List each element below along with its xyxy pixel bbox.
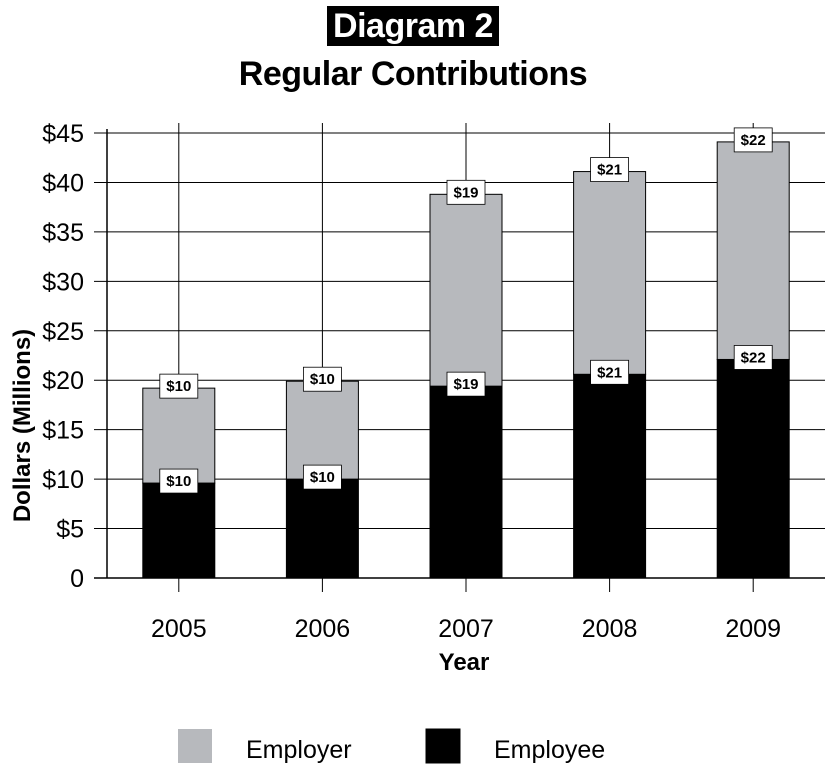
bar-employer-2008 — [573, 171, 647, 375]
y-tick-label: $35 — [42, 219, 84, 247]
bar-employee-2008 — [573, 373, 647, 579]
bar-employee-2009 — [716, 358, 790, 579]
data-label-employer-2005: $10 — [166, 378, 191, 395]
y-tick-label: 0 — [70, 565, 84, 593]
data-label-box — [590, 359, 629, 385]
data-label-employer-2006: $10 — [310, 371, 335, 388]
bar-employee-2006 — [285, 478, 359, 579]
data-label-employee-2008: $21 — [597, 364, 622, 381]
legend: Employer Employee — [178, 728, 605, 764]
bars-layer — [142, 141, 790, 579]
x-tick-label: 2009 — [725, 615, 781, 643]
legend-swatch-employer — [178, 729, 212, 763]
x-axis-title: Year — [439, 649, 490, 676]
data-label-box — [159, 468, 199, 494]
x-tick-label: 2007 — [438, 615, 494, 643]
diagram-tag: Diagram 2 — [327, 6, 499, 46]
data-label-employee-2009: $22 — [741, 349, 766, 366]
legend-label-employee: Employee — [494, 736, 605, 764]
data-label-employer-2007: $19 — [453, 184, 478, 201]
y-tick-label: $40 — [42, 169, 84, 197]
y-tick-label: $25 — [42, 318, 84, 346]
y-axis-title: Dollars (Millions) — [9, 329, 36, 522]
data-label-box — [159, 373, 199, 399]
bar-employer-2006 — [285, 380, 359, 480]
data-label-box — [590, 157, 629, 182]
y-tick-label: $30 — [42, 268, 84, 296]
data-label-employer-2009: $22 — [741, 132, 766, 149]
legend-swatch-employee — [425, 728, 461, 764]
axes-layer: 0 $5 $10 $15 $20 $25 $30 $35 $40 $45 2005 2006 2007 2… — [9, 120, 825, 676]
data-label-box — [446, 371, 486, 397]
data-label-employee-2005: $10 — [166, 473, 191, 490]
x-tick-label: 2006 — [295, 615, 351, 643]
legend-label-employer: Employer — [246, 736, 352, 764]
bar-employee-2007 — [429, 385, 503, 579]
chart-title: Regular Contributions — [238, 55, 588, 93]
y-tick-label: $5 — [56, 516, 84, 544]
data-label-box — [302, 464, 342, 490]
x-tick-label: 2005 — [151, 615, 207, 643]
data-label-box — [733, 127, 773, 153]
bar-employer-2009 — [716, 141, 790, 360]
data-label-employer-2008: $21 — [597, 162, 622, 179]
data-label-box — [446, 179, 486, 205]
data-label-box — [302, 366, 342, 392]
y-tick-label: $45 — [42, 120, 84, 148]
y-tick-label: $15 — [42, 417, 84, 445]
y-tick-label: $20 — [42, 367, 84, 395]
data-label-employee-2007: $19 — [453, 376, 478, 393]
data-labels-layer: $10 $10 $10 $10 $19 $19 $21 $21 $22 $22 — [159, 127, 773, 494]
data-label-employee-2006: $10 — [310, 469, 335, 486]
diagram-tag-wrap: Diagram 2 — [0, 6, 826, 50]
x-tick-label: 2008 — [582, 615, 638, 643]
data-label-box — [733, 345, 773, 370]
bar-employer-2007 — [429, 193, 503, 387]
bar-employee-2005 — [142, 482, 216, 579]
bar-employer-2005 — [142, 387, 216, 484]
y-tick-label: $10 — [42, 466, 84, 494]
